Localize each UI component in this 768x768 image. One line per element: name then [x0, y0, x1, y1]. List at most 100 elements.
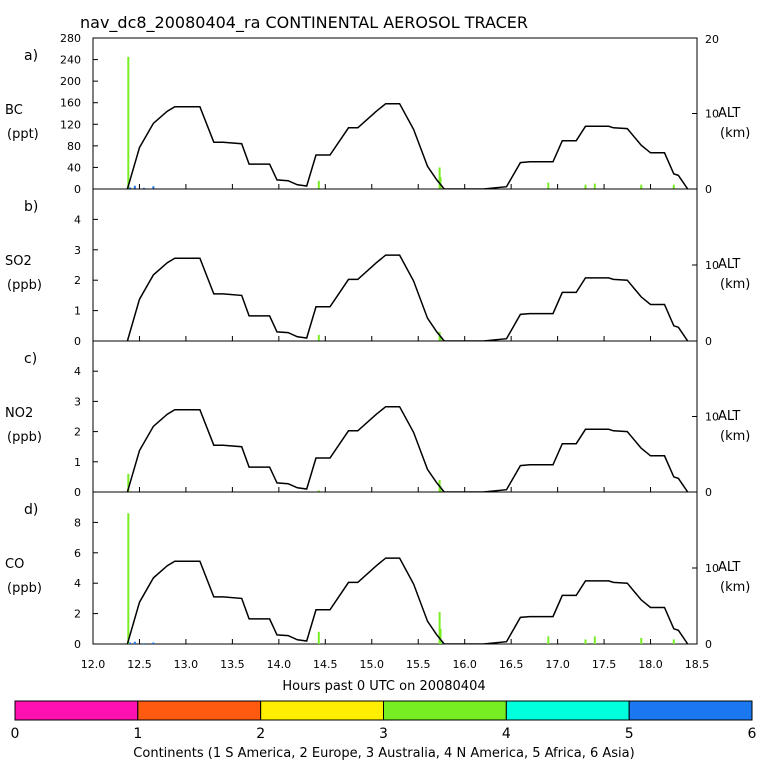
- x-tick-label: 17.0: [545, 658, 570, 671]
- panel-b: b) SO2 (ppb) 0 1 2 3 4 0 10 ALT (km): [5, 188, 750, 348]
- y-tick-label: 2: [74, 426, 81, 439]
- altitude-line: [126, 102, 689, 189]
- x-tick-label: 16.0: [452, 658, 477, 671]
- y-tick-label: 6: [74, 547, 81, 560]
- plot-frame: [92, 37, 698, 190]
- colorbar-tick-label: 3: [379, 726, 388, 742]
- colorbar-tick-label: 2: [256, 726, 265, 742]
- right-tick-label: 0: [705, 335, 712, 348]
- colorbar-tick-label: 1: [133, 726, 142, 742]
- x-axis-label: Hours past 0 UTC on 20080404: [282, 679, 485, 694]
- right-tick-label: 10: [705, 562, 719, 575]
- x-tick-label: 14.5: [313, 658, 338, 671]
- x-tick-label: 13.5: [220, 658, 245, 671]
- x-tick-label: 16.5: [499, 658, 524, 671]
- y-tick-label: 4: [74, 577, 81, 590]
- colorbar-label: Continents (1 S America, 2 Europe, 3 Aus…: [133, 746, 634, 761]
- panel-c: c) NO2 (ppb) 0 1 2 3 4 0 10 ALT (km): [5, 340, 750, 499]
- y-tick-label: 0: [74, 486, 81, 499]
- x-tick-label: 12.0: [81, 658, 106, 671]
- panel-letter: d): [24, 502, 38, 518]
- right-axis-label: ALT: [718, 409, 740, 424]
- colorbar-tick-label: 5: [625, 726, 634, 742]
- x-tick-label: 15.0: [360, 658, 385, 671]
- panels: a)BC(ppt)0408012016020024028001020ALT(km…: [5, 32, 750, 651]
- right-tick-label: 20: [705, 33, 719, 46]
- y-tick-label: 40: [67, 161, 81, 174]
- altitude-line: [126, 254, 689, 341]
- y-tick-label: 2: [74, 274, 81, 287]
- plot-frame: [92, 188, 698, 342]
- right-axis-label: ALT: [718, 106, 740, 121]
- right-axis-units: (km): [720, 429, 750, 444]
- plot-frame: [92, 340, 698, 493]
- panel-letter: a): [24, 48, 38, 64]
- right-axis-units: (km): [720, 277, 750, 292]
- y-tick-label: 4: [74, 213, 81, 226]
- colorbar-segment: [505, 700, 630, 721]
- colorbar-tick-label: 4: [502, 726, 511, 742]
- y-axis-species-label: CO: [5, 557, 24, 572]
- x-tick-label: 15.5: [406, 658, 431, 671]
- panel-letter: b): [24, 199, 38, 215]
- x-tick-label: 14.0: [267, 658, 292, 671]
- colorbar-tick-label: 0: [11, 726, 20, 742]
- y-tick-label: 240: [60, 54, 81, 67]
- y-axis-units-label: (ppb): [7, 581, 42, 596]
- x-tick-label: 13.0: [174, 658, 199, 671]
- y-tick-label: 120: [60, 118, 81, 131]
- right-tick-label: 10: [705, 259, 719, 272]
- panel-d: d) CO (ppb) 0 2 4 6 8 0 10 ALT (km): [5, 491, 750, 651]
- series-group: [126, 405, 689, 492]
- y-tick-label: 160: [60, 97, 81, 110]
- series-group: [126, 513, 689, 644]
- series-group: [126, 254, 689, 341]
- y-tick-label: 200: [60, 75, 81, 88]
- chart-title: nav_dc8_20080404_ra CONTINENTAL AEROSOL …: [80, 13, 528, 33]
- y-tick-label: 0: [74, 183, 81, 196]
- colorbar-segment: [383, 700, 507, 721]
- altitude-line: [126, 557, 689, 644]
- colorbar: 0 1 2 3 4 5 6: [11, 700, 757, 742]
- x-tick-label: 18.0: [638, 658, 663, 671]
- y-tick-label: 0: [74, 335, 81, 348]
- series-group: [126, 56, 689, 189]
- altitude-line: [126, 405, 689, 492]
- panel-letter: c): [24, 351, 37, 367]
- right-tick-label: 0: [705, 183, 712, 196]
- colorbar-segment: [628, 700, 753, 721]
- y-tick-label: 4: [74, 365, 81, 378]
- panel-a: a) BC (ppt) 0 40 80 120 160 200 240 280 0 10 20 ALT (km…: [5, 32, 750, 196]
- y-tick-label: 8: [74, 516, 81, 529]
- y-axis-units-label: (ppb): [7, 430, 42, 445]
- right-axis-units: (km): [720, 126, 750, 141]
- right-tick-label: 10: [705, 108, 719, 121]
- y-tick-label: 280: [60, 32, 81, 45]
- x-tick-label: 12.5: [127, 658, 152, 671]
- right-axis-label: ALT: [718, 560, 740, 575]
- y-axis-species-label: BC: [5, 103, 23, 118]
- right-axis-units: (km): [720, 580, 750, 595]
- y-tick-label: 80: [67, 140, 81, 153]
- y-axis-units-label: (ppt): [7, 127, 39, 142]
- x-tick-label: 18.5: [685, 658, 710, 671]
- y-axis-species-label: NO2: [5, 406, 33, 421]
- y-tick-label: 1: [74, 305, 81, 318]
- right-axis-label: ALT: [718, 257, 740, 272]
- right-tick-label: 0: [705, 638, 712, 651]
- colorbar-tick-label: 6: [748, 726, 757, 742]
- colorbar-segment: [137, 700, 262, 721]
- y-axis-units-label: (ppb): [7, 278, 42, 293]
- right-tick-label: 10: [705, 411, 719, 424]
- y-tick-label: 3: [74, 244, 81, 257]
- colorbar-segment: [260, 700, 384, 721]
- colorbar-segment: [14, 700, 139, 721]
- y-tick-label: 0: [74, 638, 81, 651]
- y-axis-species-label: SO2: [5, 254, 32, 269]
- y-tick-label: 2: [74, 608, 81, 621]
- x-axis: 12.0 12.5 13.0 13.5 14.0 14.5 15.0 15.5 16.0 16.5…: [81, 658, 710, 671]
- right-tick-label: 0: [705, 486, 712, 499]
- plot-frame: [92, 491, 698, 645]
- x-tick-label: 17.5: [592, 658, 617, 671]
